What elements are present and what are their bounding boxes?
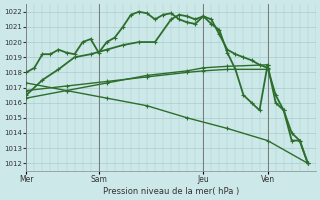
X-axis label: Pression niveau de la mer( hPa ): Pression niveau de la mer( hPa ) xyxy=(103,187,239,196)
